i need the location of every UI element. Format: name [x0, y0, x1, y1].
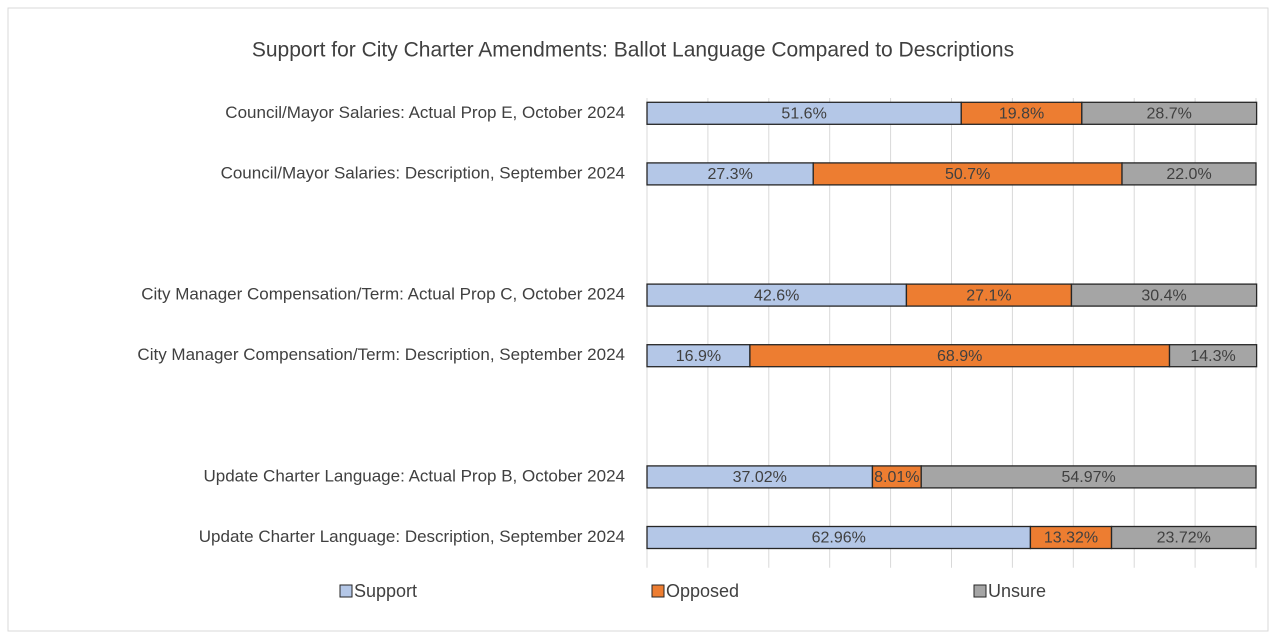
- legend-label: Unsure: [988, 581, 1046, 601]
- data-label: 23.72%: [1157, 530, 1211, 547]
- legend-swatch: [973, 584, 987, 598]
- data-label: 27.1%: [966, 287, 1011, 304]
- data-label: 37.02%: [733, 469, 787, 486]
- legend-label: Opposed: [666, 581, 739, 601]
- y-tick-label: City Manager Compensation/Term: Actual P…: [141, 285, 625, 304]
- data-label: 27.3%: [707, 166, 752, 183]
- data-label: 42.6%: [754, 287, 799, 304]
- y-tick-label: Update Charter Language: Actual Prop B, …: [204, 466, 626, 485]
- data-label: 30.4%: [1141, 287, 1186, 304]
- data-label: 50.7%: [945, 166, 990, 183]
- data-label: 54.97%: [1061, 469, 1115, 486]
- y-tick-label: Update Charter Language: Description, Se…: [199, 527, 625, 546]
- data-label: 16.9%: [676, 348, 721, 365]
- bar-segment: [1121, 162, 1257, 186]
- bar-segment: [1168, 344, 1258, 368]
- y-tick-label: City Manager Compensation/Term: Descript…: [137, 345, 625, 364]
- legend-label: Support: [354, 581, 417, 601]
- data-label: 51.6%: [781, 106, 826, 123]
- data-label: 68.9%: [937, 348, 982, 365]
- chart-title: Support for City Charter Amendments: Bal…: [252, 39, 1014, 62]
- legend-swatch: [339, 584, 353, 598]
- y-tick-label: Council/Mayor Salaries: Description, Sep…: [221, 163, 625, 182]
- data-label: 22.0%: [1166, 166, 1211, 183]
- data-label: 14.3%: [1190, 348, 1235, 365]
- bar-segment: [1110, 525, 1257, 550]
- bar-segment: [1081, 101, 1258, 125]
- bar-segment: [1070, 283, 1258, 307]
- bar-segment: [920, 465, 1257, 489]
- data-label: 62.96%: [812, 530, 866, 547]
- legend-swatch: [651, 584, 665, 598]
- data-label: 28.7%: [1147, 106, 1192, 123]
- data-label: 19.8%: [999, 106, 1044, 123]
- data-label: 8.01%: [874, 469, 919, 486]
- data-label: 13.32%: [1044, 530, 1098, 547]
- y-tick-label: Council/Mayor Salaries: Actual Prop E, O…: [225, 103, 625, 122]
